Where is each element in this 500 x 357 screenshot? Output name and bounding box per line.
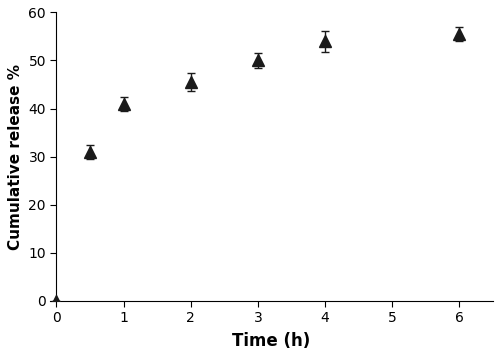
Y-axis label: Cumulative release %: Cumulative release % [8, 64, 23, 250]
X-axis label: Time (h): Time (h) [232, 332, 310, 350]
